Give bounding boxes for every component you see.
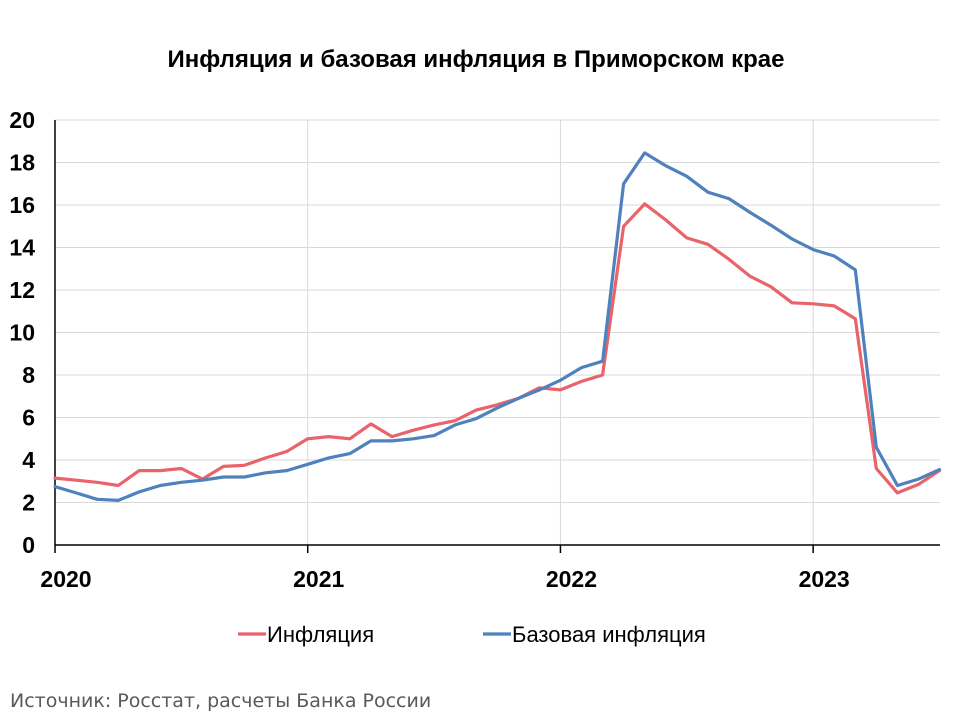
y-tick-label: 16: [9, 192, 35, 218]
chart-title: Инфляция и базовая инфляция в Приморском…: [167, 46, 784, 73]
y-tick-label: 6: [22, 405, 35, 431]
y-tick-label: 0: [22, 532, 35, 558]
y-tick-label: 2: [22, 490, 35, 516]
x-tick-label: 2020: [40, 566, 91, 592]
y-tick-label: 18: [9, 150, 35, 176]
x-tick-label: 2021: [293, 566, 344, 592]
x-tick-label: 2022: [546, 566, 597, 592]
legend-label-1: Базовая инфляция: [512, 622, 706, 647]
x-axis: 2020 2021 2022 2023: [40, 544, 940, 592]
legend-label-0: Инфляция: [267, 622, 374, 647]
y-tick-label: 4: [22, 447, 35, 473]
gridlines: [55, 119, 940, 545]
legend: Инфляция Базовая инфляция: [238, 622, 706, 647]
x-tick-label: 2023: [799, 566, 850, 592]
source-note: Источник: Росстат, расчеты Банка России: [10, 690, 432, 712]
y-axis: 0 2 4 6 8 10 12 14 16 18 20: [9, 107, 56, 558]
y-tick-label: 10: [9, 320, 35, 346]
y-tick-label: 12: [9, 277, 35, 303]
series-lines: [53, 151, 942, 502]
y-tick-label: 8: [22, 362, 35, 388]
y-tick-label: 20: [9, 107, 35, 133]
y-tick-label: 14: [9, 235, 35, 261]
series-line-1: [53, 151, 942, 502]
